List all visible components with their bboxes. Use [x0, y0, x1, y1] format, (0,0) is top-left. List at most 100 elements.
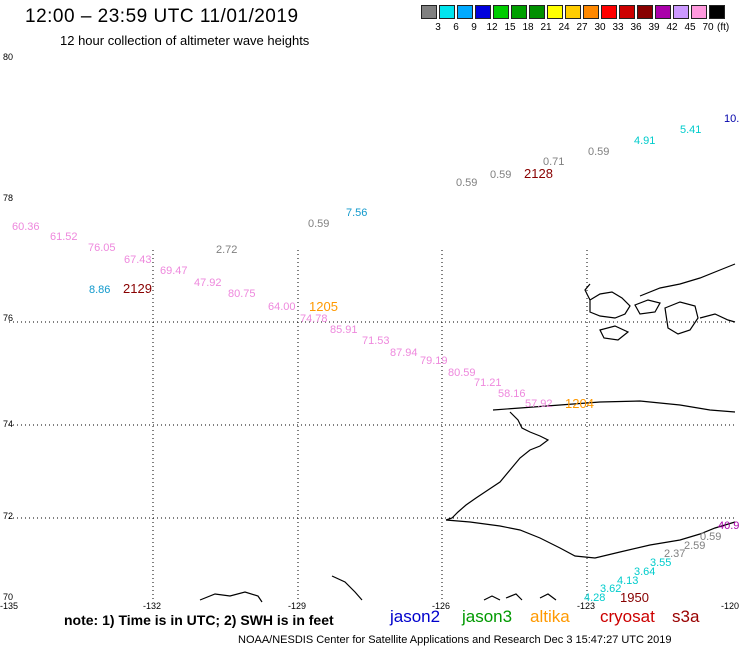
map-title: 12:00 – 23:59 UTC 11/01/2019: [25, 6, 299, 27]
scale-swatch: [565, 5, 581, 19]
lon-label-123: -123: [577, 601, 595, 611]
lon-label-126: -126: [432, 601, 450, 611]
swh-value: 4.91: [634, 135, 655, 147]
scale-label: 3: [435, 22, 441, 33]
lon-label-132: -132: [143, 601, 161, 611]
swh-value: 2.59: [684, 540, 705, 552]
scale-swatch: [619, 5, 635, 19]
swh-value: 87.94: [390, 347, 418, 359]
scale-label: 70: [702, 22, 714, 33]
swh-value: 60.36: [12, 221, 40, 233]
lat-label-80: 80: [3, 52, 13, 62]
scale-swatch: [493, 5, 509, 19]
swh-value: 58.16: [498, 388, 526, 400]
swh-value: 0.59: [308, 218, 329, 230]
swh-value: 3.62: [600, 583, 621, 595]
scale-swatch: [475, 5, 491, 19]
swh-value: 57.92: [525, 398, 553, 410]
legend-cryosat: cryosat: [600, 607, 655, 626]
swh-value: 7.56: [346, 207, 367, 219]
swh-value: 0.59: [456, 177, 477, 189]
scale-swatch: [421, 5, 437, 19]
swh-value: 67.43: [124, 254, 152, 266]
swh-value: 5.41: [680, 124, 701, 136]
credit-line: NOAA/NESDIS Center for Satellite Applica…: [238, 634, 672, 646]
wave-height-values: 60.36 61.52 76.05 67.43 69.47 47.92 80.7…: [12, 113, 739, 604]
swh-value: 80.59: [448, 367, 476, 379]
scale-label: 12: [486, 22, 498, 33]
scale-label: 36: [630, 22, 642, 33]
legend-jason2: jason2: [390, 607, 441, 626]
lon-label-120: -120: [721, 601, 739, 611]
swh-value: 61.52: [50, 231, 78, 243]
swh-value: 0.71: [543, 156, 564, 168]
scale-swatch: [439, 5, 455, 19]
lat-label-76: 76: [3, 313, 13, 323]
swh-value: 76.05: [88, 242, 116, 254]
scale-label: 6: [453, 22, 459, 33]
pass-time: 2128: [524, 166, 553, 181]
scale-label: 18: [522, 22, 534, 33]
scale-swatch: [511, 5, 527, 19]
lon-labels: -135 -132 -129 -126 -123 -120: [0, 601, 739, 611]
scale-swatch: [601, 5, 617, 19]
scale-label: 21: [540, 22, 552, 33]
swh-value: 4.28: [584, 592, 605, 604]
lat-label-78: 78: [3, 193, 13, 203]
swh-value: 10.: [724, 113, 739, 125]
lat-label-70: 70: [3, 592, 13, 602]
swh-value: 64.00: [268, 301, 296, 313]
pass-time: 1950: [620, 590, 649, 605]
swh-value: 71.21: [474, 377, 502, 389]
scale-label: 33: [612, 22, 624, 33]
scale-swatch: [529, 5, 545, 19]
scale-label: 39: [648, 22, 660, 33]
swh-value: 3.64: [634, 566, 655, 578]
scale-label: 15: [504, 22, 516, 33]
lon-label-129: -129: [288, 601, 306, 611]
scale-swatch: [691, 5, 707, 19]
pass-time-labels: 2128 2129 1205 1204 1950: [123, 166, 649, 605]
legend-jason3: jason3: [462, 607, 513, 626]
scale-unit: (ft): [717, 22, 730, 33]
swh-value: 47.92: [194, 277, 222, 289]
swh-value: 79.19: [420, 355, 448, 367]
coastline: [199, 263, 736, 603]
swh-value: 0.59: [588, 146, 609, 158]
scale-swatch: [709, 5, 725, 19]
swh-value: 3.55: [650, 557, 671, 569]
swh-value: 8.86: [89, 284, 110, 296]
scale-label: 24: [558, 22, 570, 33]
scale-label: 9: [471, 22, 477, 33]
legend-altika: altika: [530, 607, 570, 626]
scale-label: 45: [684, 22, 696, 33]
scale-label: 30: [594, 22, 606, 33]
scale-swatch: [655, 5, 671, 19]
scale-swatch: [673, 5, 689, 19]
scale-swatch: [583, 5, 599, 19]
swh-value: 40.9: [718, 520, 739, 532]
swh-value: 85.91: [330, 324, 358, 336]
lat-labels: 80 78 76 74 72 70: [3, 52, 13, 602]
scale-label: 42: [666, 22, 678, 33]
swh-value: 69.47: [160, 265, 188, 277]
swh-value: 0.59: [490, 169, 511, 181]
swh-value: 74.78: [300, 313, 328, 325]
lon-label-135: -135: [0, 601, 18, 611]
legend-s3a: s3a: [672, 607, 700, 626]
swh-value: 2.72: [216, 244, 237, 256]
units-note: note: 1) Time is in UTC; 2) SWH is in fe…: [64, 612, 334, 628]
swh-value: 80.75: [228, 288, 256, 300]
map-subtitle: 12 hour collection of altimeter wave hei…: [60, 33, 310, 48]
pass-time: 1204: [565, 396, 594, 411]
lat-label-74: 74: [3, 419, 13, 429]
scale-swatch: [637, 5, 653, 19]
pass-time: 2129: [123, 281, 152, 296]
swh-value: 4.13: [617, 575, 638, 587]
pass-time: 1205: [309, 299, 338, 314]
scale-label: 27: [576, 22, 588, 33]
scale-swatch: [547, 5, 563, 19]
grid-lines: [9, 250, 735, 600]
